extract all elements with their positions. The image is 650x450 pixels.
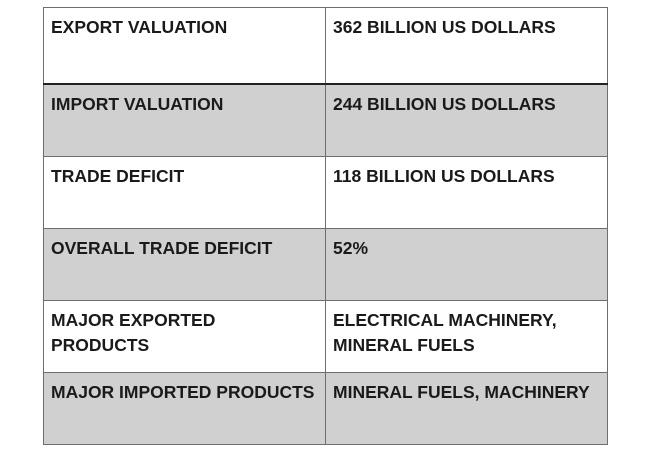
table-row: MAJOR EXPORTED PRODUCTS ELECTRICAL MACHI… [43,300,608,373]
row-value: ELECTRICAL MACHINERY, MINERAL FUELS [325,300,608,373]
row-label: IMPORT VALUATION [43,83,326,157]
row-value: 244 BILLION US DOLLARS [325,83,608,157]
row-label: OVERALL TRADE DEFICIT [43,228,326,301]
table-row: OVERALL TRADE DEFICIT 52% [43,228,608,301]
table-row: TRADE DEFICIT 118 BILLION US DOLLARS [43,156,608,229]
row-label: MAJOR EXPORTED PRODUCTS [43,300,326,373]
row-value: 362 BILLION US DOLLARS [325,7,608,85]
row-value: 52% [325,228,608,301]
row-label: MAJOR IMPORTED PRODUCTS [43,372,326,445]
row-label: EXPORT VALUATION [43,7,326,85]
trade-summary-table: EXPORT VALUATION 362 BILLION US DOLLARS … [43,7,608,445]
row-value: MINERAL FUELS, MACHINERY [325,372,608,445]
row-label: TRADE DEFICIT [43,156,326,229]
table-row: EXPORT VALUATION 362 BILLION US DOLLARS [43,7,608,85]
table-row: MAJOR IMPORTED PRODUCTS MINERAL FUELS, M… [43,372,608,445]
table-row: IMPORT VALUATION 244 BILLION US DOLLARS [43,83,608,157]
row-value: 118 BILLION US DOLLARS [325,156,608,229]
